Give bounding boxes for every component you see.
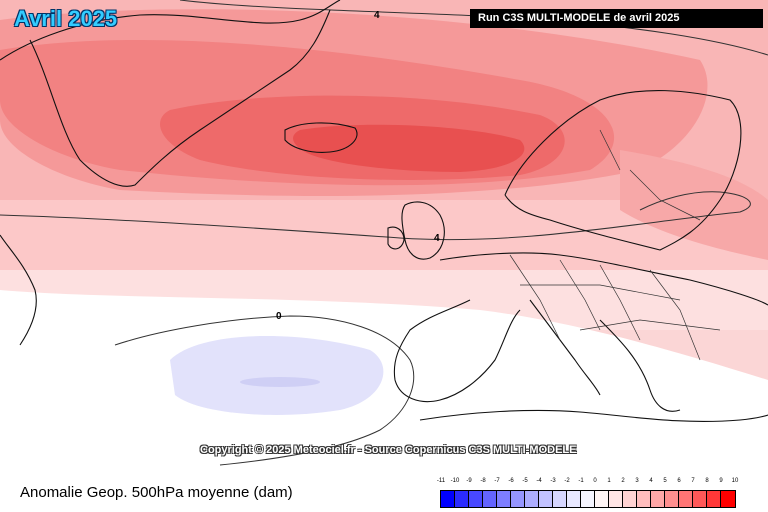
legend-bar [440, 490, 736, 508]
iceland-coast [284, 122, 358, 153]
legend-tick-label: -4 [536, 478, 542, 484]
legend-color-cell [623, 491, 637, 507]
canada-coast [0, 234, 37, 346]
legend-tick-label: -5 [522, 478, 528, 484]
legend-color-cell [511, 491, 525, 507]
contour-label-top: 4 [374, 10, 380, 21]
legend-color-cell [679, 491, 693, 507]
legend-tick-label: 10 [731, 478, 739, 484]
legend-color-cell [525, 491, 539, 507]
italy-coast [529, 299, 601, 396]
contour-4-middle [0, 191, 751, 241]
legend-color-cell [497, 491, 511, 507]
legend-tick-label: -1 [578, 478, 584, 484]
legend-tick-label: 8 [705, 478, 709, 484]
legend-color-cell [665, 491, 679, 507]
copyright-text: Copyright © 2025 Meteociel.fr - Source C… [200, 444, 577, 456]
legend-color-cell [707, 491, 721, 507]
border-d [649, 269, 701, 361]
legend-color-cell [609, 491, 623, 507]
anomaly-band-6 [293, 124, 525, 172]
anomaly-map: 4 4 0 [0, 0, 768, 470]
contour-label-middle: 4 [434, 233, 440, 244]
legend-tick-label: -3 [550, 478, 556, 484]
border-a [509, 254, 561, 341]
border-g [629, 169, 701, 221]
map-title: Avril 2025 [14, 6, 118, 31]
legend-tick-label: 6 [677, 478, 681, 484]
legend-color-cell [553, 491, 567, 507]
run-label: Run C3S MULTI-MODELE de avril 2025 [470, 9, 763, 28]
color-legend: -11 -10 -9 -8 -7 -6 -5 -4 -3 -2 -1 0 1 2 3 4 5 6 7 8 9 10 [437, 478, 752, 508]
scandinavia-coast [504, 90, 742, 251]
border-c [599, 264, 641, 341]
country-borders [509, 129, 721, 361]
negative-anomaly-core [240, 377, 320, 387]
legend-color-cell [455, 491, 469, 507]
legend-tick-label: -10 [450, 478, 460, 484]
legend-color-cell [693, 491, 707, 507]
footer-panel: Anomalie Geop. 500hPa moyenne (dam) -11-… [0, 470, 768, 512]
greenland-coast [29, 9, 331, 187]
legend-tick-label: -7 [494, 478, 500, 484]
legend-tick-label: -11 [436, 478, 446, 484]
legend-tick-label: -8 [480, 478, 486, 484]
contour-0 [114, 315, 415, 466]
ireland-coast [387, 226, 405, 250]
coastlines [0, 0, 768, 423]
legend-color-cell [721, 491, 735, 507]
europe-north-coast [439, 252, 768, 306]
great-britain-coast [401, 201, 445, 260]
legend-tick-label: 3 [635, 478, 639, 484]
legend-tick-label: 7 [691, 478, 695, 484]
legend-tick-label: -2 [564, 478, 570, 484]
legend-color-cell [581, 491, 595, 507]
legend-color-cell [483, 491, 497, 507]
anomaly-east-lobe [620, 150, 768, 260]
legend-tick-label: 2 [621, 478, 625, 484]
legend-tick-label: 5 [663, 478, 667, 484]
north-africa-coast [419, 409, 768, 423]
border-f [579, 319, 721, 331]
legend-color-cell [469, 491, 483, 507]
legend-color-cell [567, 491, 581, 507]
legend-color-cell [539, 491, 553, 507]
balkans-coast [599, 319, 681, 412]
negative-anomaly-area [170, 336, 384, 415]
legend-tick-label: 0 [593, 478, 597, 484]
legend-tick-label: 9 [719, 478, 723, 484]
legend-color-cell [595, 491, 609, 507]
legend-tick-label: 4 [649, 478, 653, 484]
border-b [559, 259, 601, 331]
greenland-north-coast [0, 0, 341, 61]
iberia-coast [393, 299, 521, 403]
legend-tick-label: 1 [607, 478, 611, 484]
legend-tick-label: -6 [508, 478, 514, 484]
legend-tick-label: -9 [466, 478, 472, 484]
border-e [520, 284, 681, 301]
legend-color-cell [441, 491, 455, 507]
map-caption: Anomalie Geop. 500hPa moyenne (dam) [20, 484, 293, 501]
legend-color-cell [651, 491, 665, 507]
legend-color-cell [637, 491, 651, 507]
border-h [599, 129, 621, 171]
contour-label-south: 0 [276, 311, 282, 322]
legend-ticks: -11 -10 -9 -8 -7 -6 -5 -4 -3 -2 -1 0 1 2 3 4 5 6 7 8 9 10 [437, 478, 752, 488]
